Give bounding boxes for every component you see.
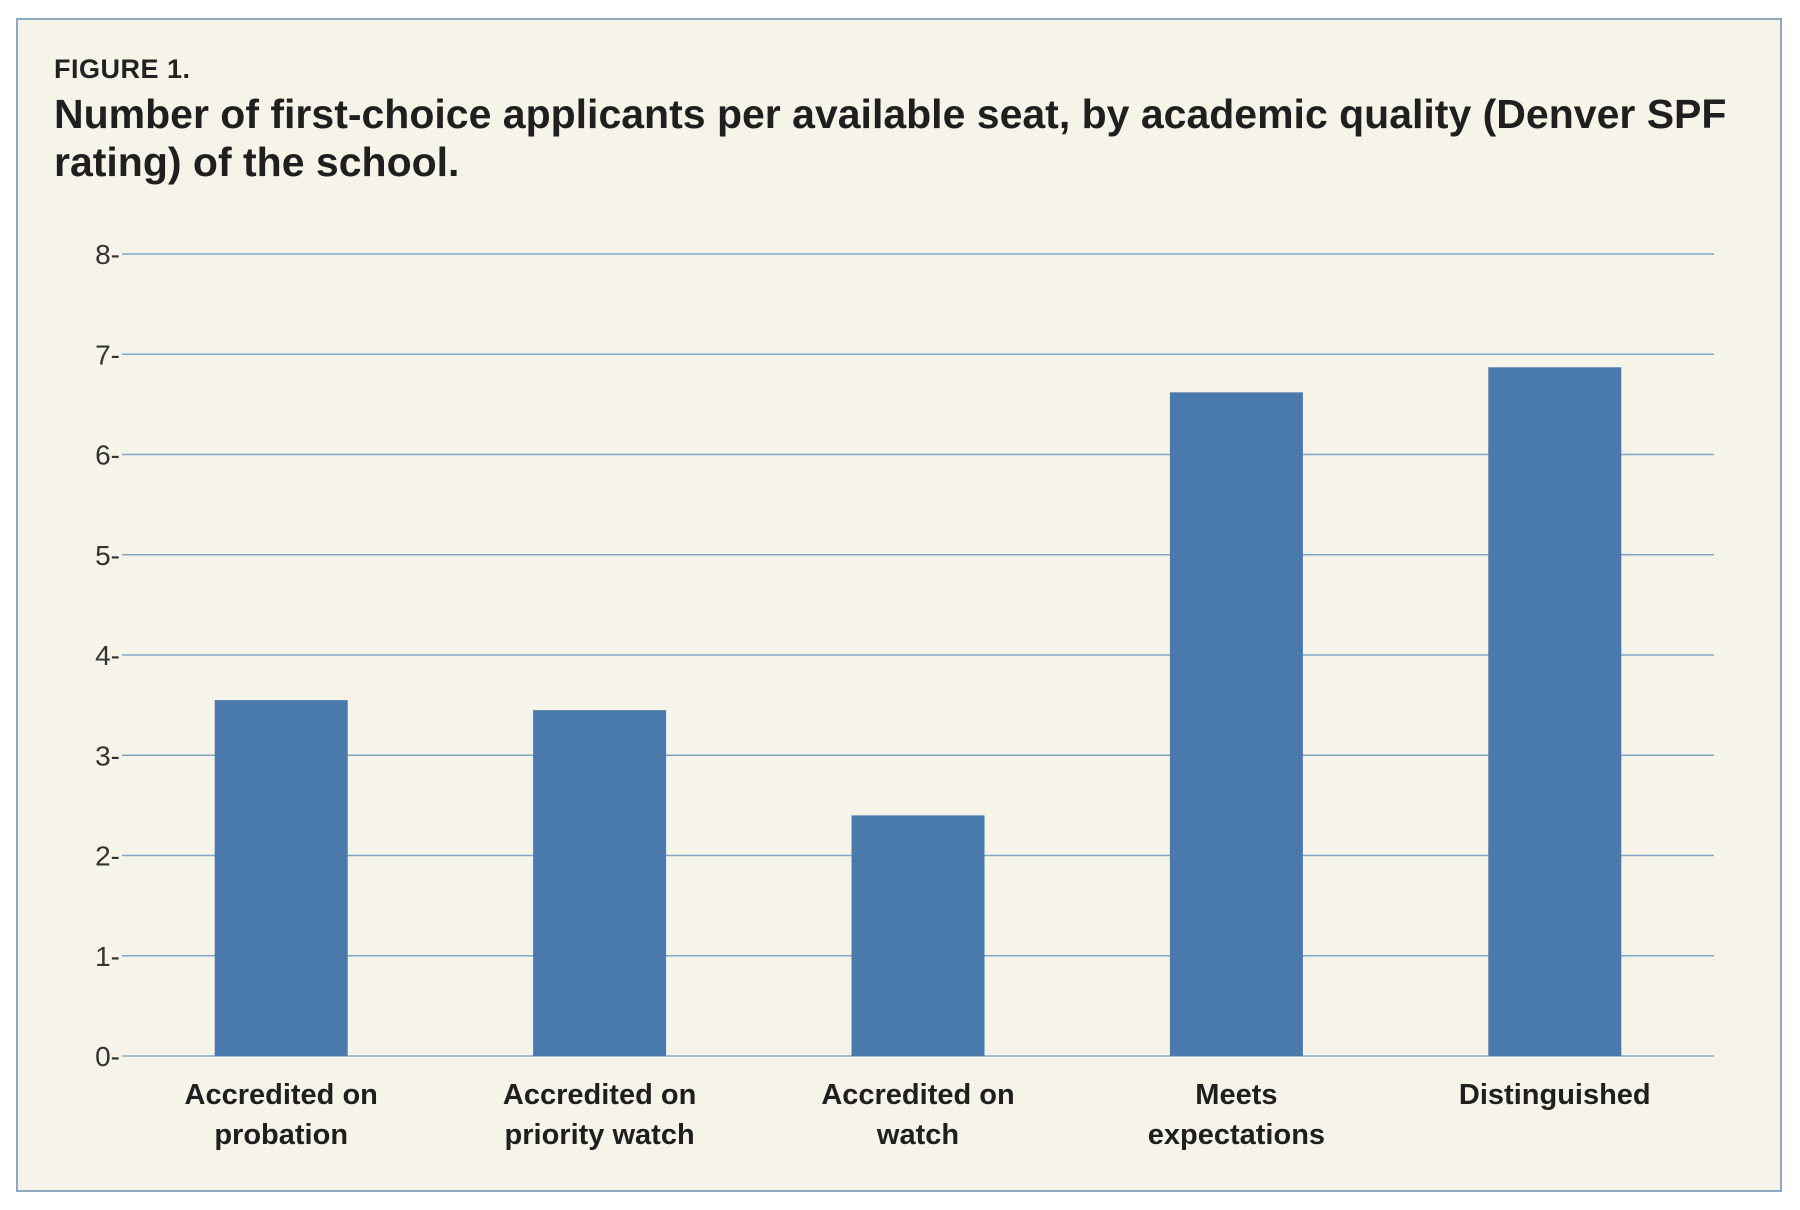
y-tick-label: 6- [95, 440, 120, 471]
chart-title: Number of first-choice applicants per av… [54, 91, 1727, 185]
x-category-label: Meets expectations [1148, 1079, 1325, 1151]
bar [851, 815, 985, 1056]
x-category-label: Accredited on priority watch [503, 1079, 696, 1151]
bar [214, 700, 348, 1056]
x-category-label: Accredited on watch [821, 1079, 1014, 1151]
bar [1488, 367, 1622, 1057]
bar [1169, 392, 1303, 1057]
figure-label: FIGURE 1. [54, 54, 191, 84]
y-tick-label: 2- [95, 841, 120, 872]
figure-panel: FIGURE 1. Number of first-choice applica… [16, 18, 1782, 1192]
x-category-label: Distinguished [1459, 1079, 1651, 1111]
y-tick-label: 4- [95, 640, 120, 671]
bar-chart: 0- 1- 2- 3- 4- 5- 6- 7- 8- Accredited on probation… [95, 239, 1714, 1151]
y-tick-label: 8- [95, 239, 120, 270]
x-category-label: Accredited on probation [185, 1079, 378, 1151]
y-tick-label: 3- [95, 740, 120, 771]
y-tick-label: 7- [95, 339, 120, 370]
bar [533, 710, 667, 1056]
y-tick-label: 1- [95, 941, 120, 972]
y-tick-label: 0- [95, 1041, 120, 1072]
y-tick-label: 5- [95, 540, 120, 571]
